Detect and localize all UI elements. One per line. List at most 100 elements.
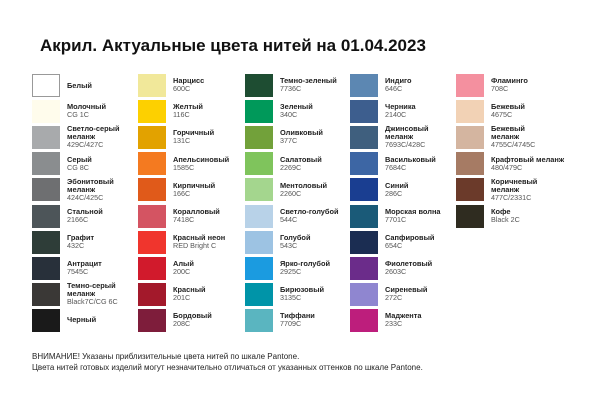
color-name: Бордовый — [173, 311, 212, 321]
note: Цвета нитей готовых изделий могут незнач… — [32, 363, 423, 372]
color-name: Голубой — [280, 232, 311, 242]
swatch-label: Кирпичный 166C — [173, 177, 249, 203]
swatch-label: Алый 200C — [173, 255, 249, 281]
swatch-label: Темно-серый меланж Black7C/CG 6C — [67, 281, 143, 307]
color-name: Желтый — [173, 102, 203, 112]
pantone-code: 7736C — [280, 84, 302, 94]
swatch-label: Черника 2140C — [385, 99, 461, 125]
pantone-code: 116C — [173, 110, 190, 120]
color-name: меланж — [385, 132, 414, 142]
pantone-code: 3135C — [280, 293, 302, 303]
swatch-label: Апельсиновый 1585C — [173, 151, 249, 177]
swatch-label: Морская волна 7701C — [385, 203, 461, 229]
swatch-label: Горчичный 131C — [173, 125, 249, 151]
swatch-label: Тиффани 7709C — [280, 307, 356, 333]
swatch-label: Джинсовый меланж 7693C/428C — [385, 125, 461, 151]
pantone-code: 544C — [280, 214, 298, 224]
pantone-code: 7693C/428C — [385, 140, 426, 150]
color-name: меланж — [67, 132, 96, 142]
color-name: Черника — [385, 102, 416, 112]
color-name: Темно-зеленый — [280, 76, 337, 86]
color-name: Белый — [67, 80, 92, 90]
swatch-label: Бежевый 4675C — [491, 99, 567, 125]
color-swatch — [245, 74, 273, 97]
pantone-code: 424C/425C — [67, 192, 104, 202]
pantone-code: 377C — [280, 136, 298, 146]
pantone-code: 4755C/4745C — [491, 140, 536, 150]
swatch-label: Антрацит 7545C — [67, 255, 143, 281]
color-swatch — [350, 100, 378, 124]
pantone-code: 7701C — [385, 214, 407, 224]
swatch-label: Красный неон RED Bright C — [173, 229, 249, 255]
color-name: Коралловый — [173, 206, 220, 216]
pantone-code: 272C — [385, 293, 403, 303]
swatch-label: Кофе Black 2C — [491, 203, 567, 229]
pantone-code: 708C — [491, 84, 509, 94]
note: ВНИМАНИЕ! Указаны приблизительные цвета … — [32, 352, 300, 361]
pantone-code: 2925C — [280, 266, 302, 276]
color-swatch — [350, 204, 378, 228]
swatch-label: Белый — [67, 73, 143, 99]
color-swatch — [456, 74, 484, 97]
color-name: Темно-серый — [67, 281, 116, 291]
color-name: Бирюзовый — [280, 285, 325, 295]
color-swatch — [138, 256, 166, 280]
color-swatch — [32, 204, 60, 228]
color-name: Зеленый — [280, 102, 313, 112]
swatch-label: Коричневый меланж 477C/2331C — [491, 177, 567, 203]
swatch-label: Графит 432C — [67, 229, 143, 255]
pantone-code: 201C — [173, 293, 191, 303]
color-swatch — [138, 152, 166, 176]
pantone-code: 286C — [385, 188, 403, 198]
color-name: Маджента — [385, 311, 422, 321]
color-swatch — [350, 308, 378, 332]
color-name: Графит — [67, 232, 95, 242]
swatch-label: Синий 286C — [385, 177, 461, 203]
color-name: Сиреневый — [385, 285, 428, 295]
color-swatch — [32, 178, 60, 202]
swatch-label: Индиго 646C — [385, 73, 461, 99]
swatch-label: Стальной 2166C — [67, 203, 143, 229]
pantone-code: 646C — [385, 84, 403, 94]
pantone-code: RED Bright C — [173, 240, 217, 250]
pantone-code: 654C — [385, 240, 403, 250]
pantone-code: CG 8C — [67, 162, 89, 172]
color-name: меланж — [491, 132, 520, 142]
pantone-code: 208C — [173, 319, 191, 329]
pantone-code: 480/479C — [491, 162, 523, 172]
pantone-code: 4675C — [491, 110, 513, 120]
color-swatch — [138, 204, 166, 228]
title: Акрил. Актуальные цвета нитей на 01.04.2… — [40, 36, 426, 55]
pantone-code: 2140C — [385, 110, 407, 120]
pantone-code: 1585C — [173, 162, 195, 172]
color-name: Ментоловый — [280, 180, 328, 190]
swatch-label: Сиреневый 272C — [385, 281, 461, 307]
pantone-code: 2603C — [385, 266, 407, 276]
color-name: меланж — [491, 184, 520, 194]
swatch-label: Темно-зеленый 7736C — [280, 73, 356, 99]
swatch-label: Светло-серый меланж 429C/427C — [67, 125, 143, 151]
swatch-label: Молочный CG 1C — [67, 99, 143, 125]
pantone-code: 200C — [173, 266, 191, 276]
color-name: Салатовый — [280, 154, 322, 164]
swatch-label: Желтый 116C — [173, 99, 249, 125]
color-name: Алый — [173, 258, 194, 268]
color-name: Эбонитовый — [67, 176, 114, 186]
color-name: Красный неон — [173, 232, 226, 242]
color-swatch — [350, 282, 378, 306]
swatch-label: Красный 201C — [173, 281, 249, 307]
color-swatch — [32, 230, 60, 254]
pantone-code: 7545C — [67, 266, 89, 276]
color-swatch — [456, 126, 484, 150]
color-swatch — [350, 74, 378, 97]
color-name: Индиго — [385, 76, 412, 86]
pantone-code: 340C — [280, 110, 298, 120]
swatch-label: Серый CG 8C — [67, 151, 143, 177]
color-name: Фиолетовый — [385, 258, 433, 268]
color-swatch — [138, 126, 166, 150]
swatch-label: Васильковый 7684C — [385, 151, 461, 177]
color-swatch — [350, 256, 378, 280]
color-name: Стальной — [67, 206, 103, 216]
color-swatch — [138, 100, 166, 124]
